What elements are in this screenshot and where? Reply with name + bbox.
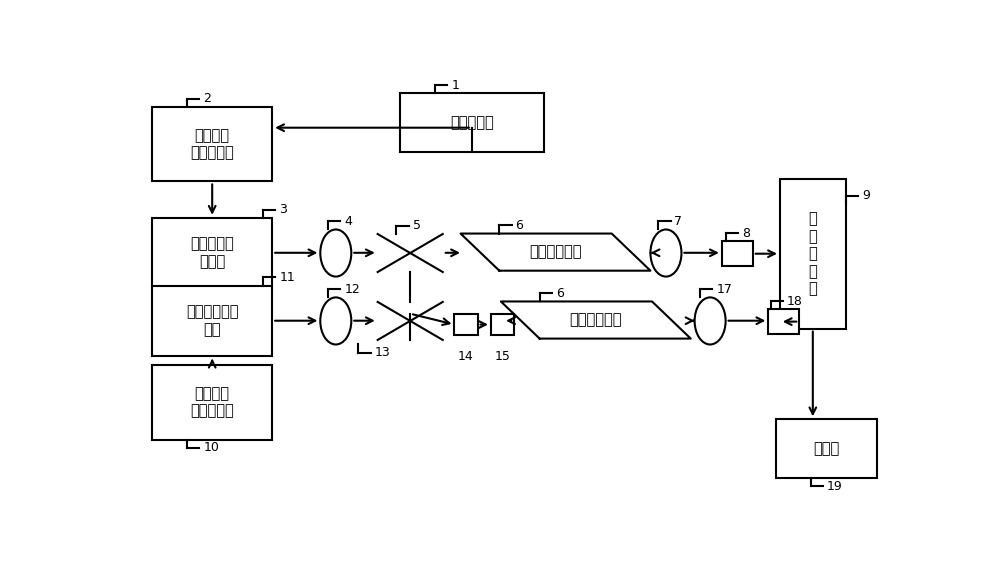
Text: 14: 14 xyxy=(458,350,474,363)
FancyBboxPatch shape xyxy=(152,107,272,182)
Text: 计算机: 计算机 xyxy=(813,441,840,456)
Text: 一号二极管
激光器: 一号二极管 激光器 xyxy=(190,236,234,269)
Text: 7: 7 xyxy=(674,215,682,228)
Text: 17: 17 xyxy=(716,283,732,296)
Text: 13: 13 xyxy=(375,346,390,359)
Text: 8: 8 xyxy=(742,226,750,239)
Text: 二号温度
电流控制器: 二号温度 电流控制器 xyxy=(190,386,234,419)
Text: 9: 9 xyxy=(862,189,870,202)
Text: 4: 4 xyxy=(344,215,352,228)
Text: 5: 5 xyxy=(413,219,421,232)
FancyBboxPatch shape xyxy=(454,313,478,335)
Text: 10: 10 xyxy=(203,441,219,454)
Text: 11: 11 xyxy=(279,271,295,284)
Text: 6: 6 xyxy=(516,219,523,232)
FancyBboxPatch shape xyxy=(768,309,799,334)
Text: 待测气体通道: 待测气体通道 xyxy=(570,313,622,328)
Text: 2: 2 xyxy=(203,92,211,105)
Ellipse shape xyxy=(695,298,726,345)
Polygon shape xyxy=(501,302,691,339)
FancyBboxPatch shape xyxy=(152,218,272,288)
Text: 19: 19 xyxy=(827,480,843,493)
Text: 3: 3 xyxy=(279,203,287,216)
Text: 一号温度
电流控制器: 一号温度 电流控制器 xyxy=(190,128,234,161)
Text: 12: 12 xyxy=(344,283,360,296)
Ellipse shape xyxy=(650,229,681,276)
FancyBboxPatch shape xyxy=(722,241,753,266)
Text: 二号二极管激
光器: 二号二极管激 光器 xyxy=(186,305,238,337)
FancyBboxPatch shape xyxy=(780,179,846,329)
FancyBboxPatch shape xyxy=(152,365,272,440)
Polygon shape xyxy=(461,233,650,270)
Text: 待测气体通道: 待测气体通道 xyxy=(529,245,582,260)
Text: 信号发生器: 信号发生器 xyxy=(450,115,494,130)
FancyBboxPatch shape xyxy=(152,286,272,356)
FancyBboxPatch shape xyxy=(776,419,877,478)
FancyBboxPatch shape xyxy=(400,93,544,152)
Text: 数
据
采
集
卡: 数 据 采 集 卡 xyxy=(808,212,817,296)
Text: 1: 1 xyxy=(451,79,459,92)
Ellipse shape xyxy=(320,229,351,276)
Text: 6: 6 xyxy=(556,287,564,300)
FancyBboxPatch shape xyxy=(491,313,514,335)
Text: 15: 15 xyxy=(494,350,510,363)
Ellipse shape xyxy=(320,298,351,345)
Text: 18: 18 xyxy=(787,295,803,308)
